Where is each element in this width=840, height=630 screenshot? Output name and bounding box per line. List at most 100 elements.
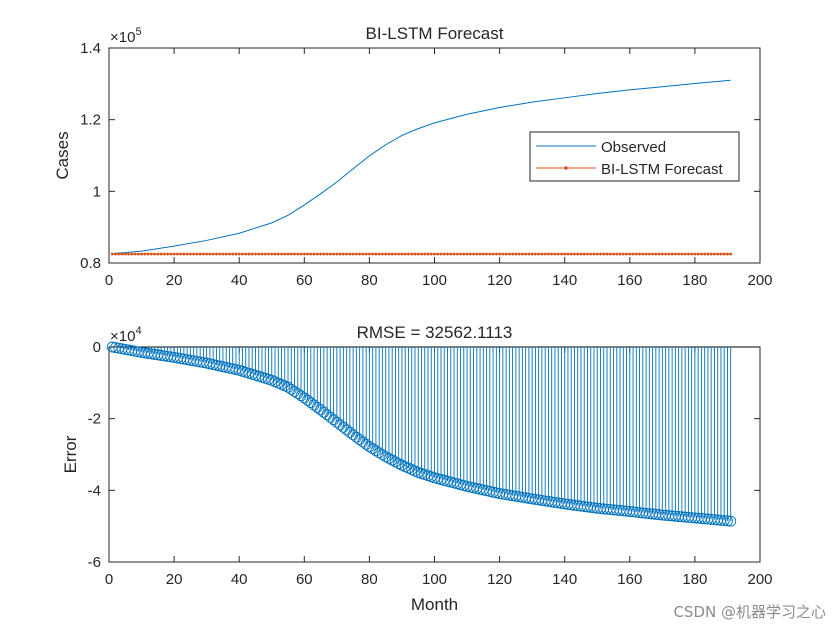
legend-box bbox=[529, 131, 740, 182]
forecast-point bbox=[595, 252, 599, 256]
forecast-point bbox=[703, 252, 707, 256]
forecast-point bbox=[472, 252, 475, 256]
forecast-point bbox=[628, 252, 632, 256]
forecast-point bbox=[315, 252, 319, 256]
forecast-point bbox=[263, 252, 267, 256]
forecast-point bbox=[729, 252, 733, 256]
forecast-point bbox=[133, 252, 137, 256]
top-x-ticks: 0 20 40 60 80 100 120 140 160 180 200 bbox=[105, 48, 773, 289]
watermark: CSDN @机器学习之心 bbox=[673, 603, 826, 621]
forecast-point bbox=[638, 252, 641, 256]
forecast-point bbox=[208, 252, 212, 256]
forecast-point bbox=[306, 252, 309, 256]
forecast-point bbox=[309, 252, 313, 256]
top-x-tick-label: 120 bbox=[487, 272, 512, 289]
bottom-y-exponent: ×104 bbox=[110, 325, 142, 345]
forecast-point bbox=[677, 252, 681, 256]
bottom-y-tick-label: -6 bbox=[88, 554, 101, 571]
forecast-point bbox=[403, 252, 407, 256]
top-y-exponent-power: 5 bbox=[135, 26, 141, 38]
forecast-point bbox=[241, 252, 244, 256]
forecast-point bbox=[719, 252, 723, 256]
forecast-point bbox=[276, 252, 280, 256]
forecast-point bbox=[534, 252, 537, 256]
forecast-point bbox=[192, 252, 196, 256]
forecast-point bbox=[592, 252, 596, 256]
forecast-point bbox=[179, 252, 183, 256]
forecast-point bbox=[540, 252, 544, 256]
forecast-point bbox=[371, 252, 375, 256]
forecast-point bbox=[618, 252, 622, 256]
forecast-point bbox=[384, 252, 388, 256]
forecast-point bbox=[267, 252, 270, 256]
bottom-y-ticks: 0 -2 -4 -6 bbox=[88, 339, 760, 571]
forecast-point bbox=[341, 252, 345, 256]
error-point bbox=[376, 449, 388, 461]
bottom-y-axis-label: Error bbox=[61, 435, 80, 473]
forecast-point bbox=[293, 252, 296, 256]
bottom-x-tick-label: 0 bbox=[105, 571, 113, 588]
forecast-point bbox=[260, 252, 264, 256]
forecast-point bbox=[153, 252, 156, 256]
top-chart-title: BI-LSTM Forecast bbox=[366, 24, 504, 43]
forecast-point bbox=[550, 252, 554, 256]
forecast-point bbox=[504, 252, 508, 256]
forecast-point bbox=[244, 252, 248, 256]
forecast-point bbox=[667, 252, 671, 256]
forecast-point bbox=[159, 252, 163, 256]
forecast-point bbox=[690, 252, 694, 256]
forecast-point bbox=[644, 252, 648, 256]
forecast-point bbox=[537, 252, 541, 256]
forecast-point bbox=[257, 252, 261, 256]
forecast-point bbox=[709, 252, 713, 256]
bottom-x-ticks: 0 20 40 60 80 100 120 140 160 180 200 bbox=[105, 347, 773, 588]
forecast-point bbox=[468, 252, 472, 256]
forecast-point bbox=[120, 252, 124, 256]
forecast-point bbox=[439, 252, 443, 256]
forecast-point bbox=[322, 252, 326, 256]
forecast-point bbox=[501, 252, 505, 256]
forecast-point bbox=[237, 252, 241, 256]
forecast-point bbox=[582, 252, 586, 256]
forecast-point bbox=[280, 252, 283, 256]
forecast-point bbox=[621, 252, 625, 256]
bottom-y-tick-label: 0 bbox=[93, 339, 101, 356]
error-point bbox=[725, 515, 737, 527]
forecast-point bbox=[530, 252, 534, 256]
top-x-tick-label: 200 bbox=[747, 272, 772, 289]
top-y-exponent-base: ×10 bbox=[110, 29, 135, 46]
forecast-point bbox=[462, 252, 466, 256]
top-x-tick-label: 180 bbox=[682, 272, 707, 289]
forecast-point bbox=[465, 252, 469, 256]
forecast-point bbox=[696, 252, 700, 256]
bottom-y-exponent-base: ×10 bbox=[110, 328, 135, 345]
forecast-point bbox=[514, 252, 518, 256]
forecast-point bbox=[488, 252, 492, 256]
forecast-point bbox=[527, 252, 531, 256]
forecast-point bbox=[364, 252, 368, 256]
forecast-point bbox=[651, 252, 654, 256]
forecast-point bbox=[442, 252, 446, 256]
forecast-point bbox=[547, 252, 550, 256]
forecast-point bbox=[429, 252, 433, 256]
forecast-point bbox=[686, 252, 690, 256]
forecast-point bbox=[143, 252, 147, 256]
forecast-point bbox=[716, 252, 720, 256]
error-point bbox=[373, 447, 385, 459]
top-y-exponent: ×105 bbox=[110, 26, 142, 46]
forecast-point bbox=[423, 252, 427, 256]
forecast-point bbox=[319, 252, 322, 256]
forecast-point bbox=[368, 252, 371, 256]
forecast-point bbox=[228, 252, 231, 256]
top-axes: BI-LSTM Forecast Cases ×105 0 20 40 60 80 100… bbox=[53, 24, 773, 289]
error-point bbox=[289, 385, 300, 397]
forecast-point bbox=[579, 252, 583, 256]
forecast-point bbox=[198, 252, 202, 256]
forecast-point bbox=[289, 252, 293, 256]
forecast-point bbox=[706, 252, 710, 256]
forecast-point bbox=[205, 252, 209, 256]
forecast-point bbox=[410, 252, 414, 256]
top-series bbox=[110, 79, 733, 256]
forecast-point bbox=[543, 252, 547, 256]
